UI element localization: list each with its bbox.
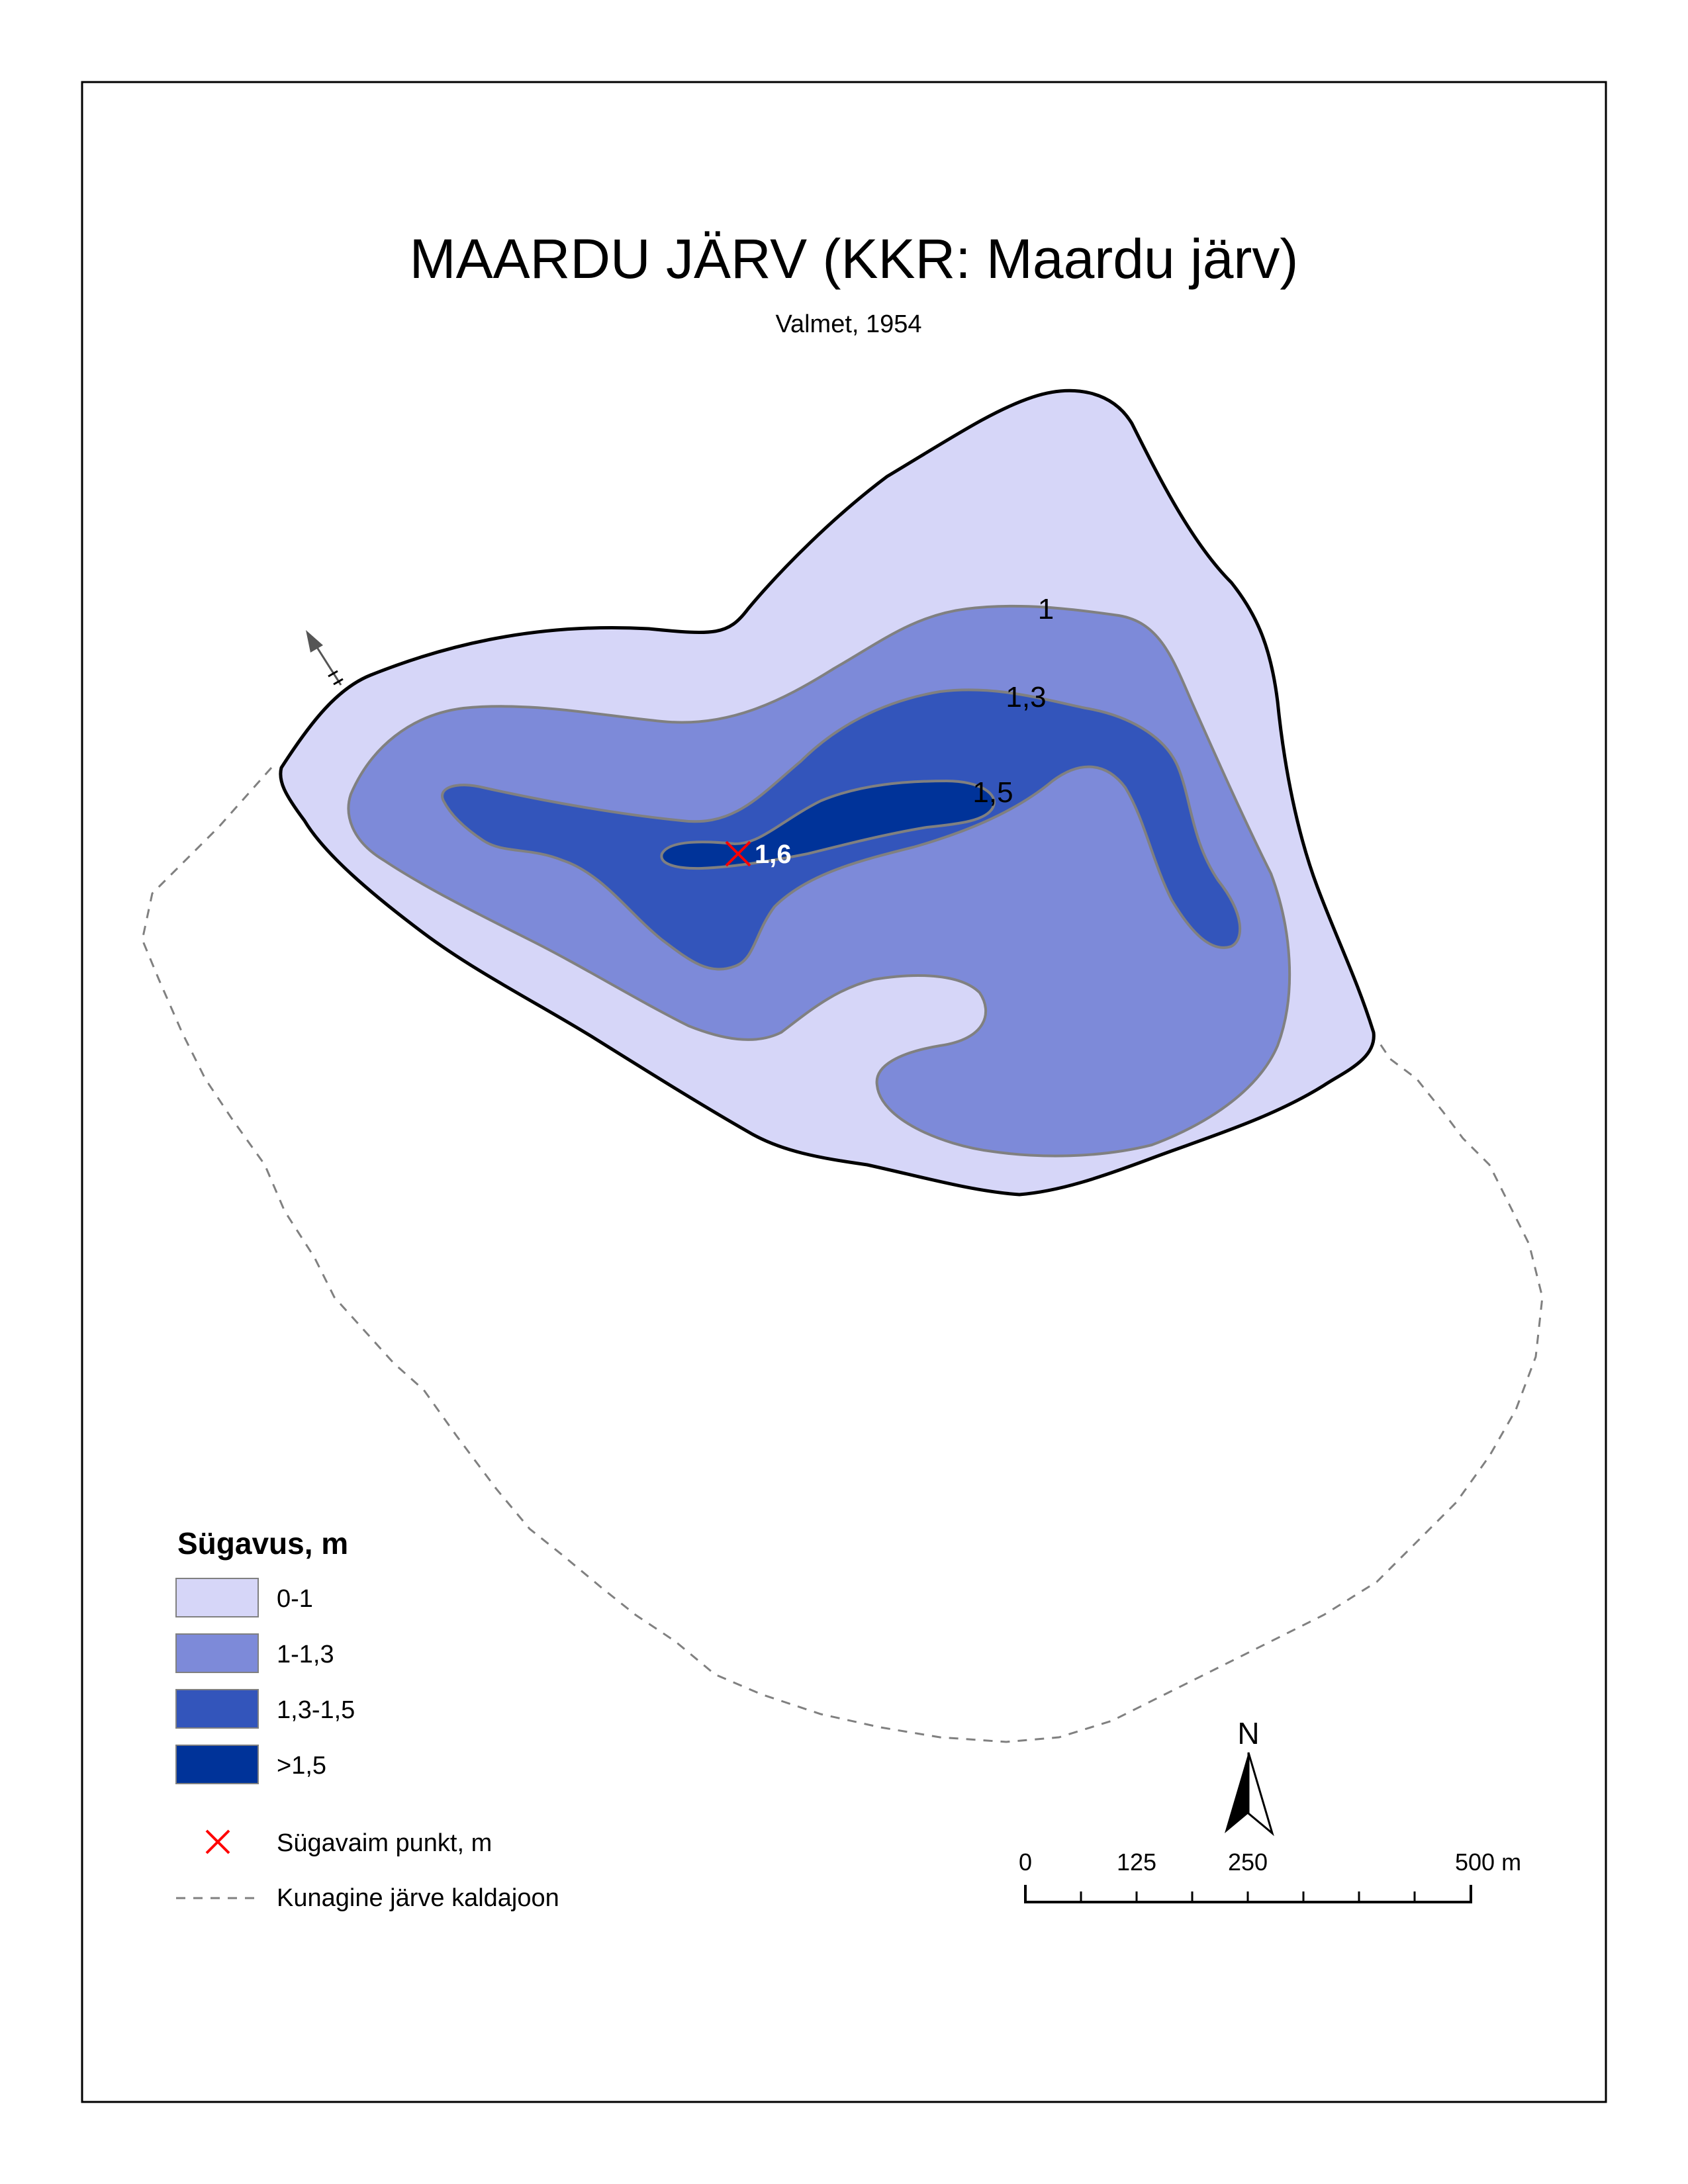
- legend-swatch-0-1: [175, 1578, 259, 1617]
- legend-label-gt-1-5: >1,5: [277, 1752, 326, 1780]
- scale-tick-125: 125: [1117, 1848, 1156, 1876]
- map-subtitle: Valmet, 1954: [775, 310, 921, 338]
- legend-swatch-1-1-3: [175, 1633, 259, 1673]
- north-arrow-icon: N: [1225, 1716, 1274, 1837]
- legend: Sügavus, m 0-1 1-1,3 1,3-1,5 >1,5 Sügava…: [175, 1526, 559, 1912]
- scale-bar: 0 125 250 500 m: [1019, 1848, 1521, 1903]
- legend-title: Sügavus, m: [177, 1526, 348, 1561]
- legend-deepest-icon: [205, 1829, 230, 1854]
- scale-tick-0: 0: [1019, 1848, 1032, 1876]
- contour-label-1: 1: [1038, 593, 1054, 625]
- legend-swatch-gt-1-5: [175, 1745, 259, 1784]
- contour-label-1-5: 1,5: [972, 776, 1013, 809]
- legend-label-0-1: 0-1: [277, 1585, 313, 1613]
- deepest-point-marker: [725, 841, 751, 867]
- scale-tick-250: 250: [1228, 1848, 1268, 1876]
- contour-label-1-3: 1,3: [1006, 681, 1046, 713]
- map-title: MAARDU JÄRV (KKR: Maardu järv): [410, 228, 1299, 290]
- former-shoreline: [141, 767, 1544, 1743]
- north-arrow-label: N: [1237, 1716, 1259, 1751]
- legend-swatch-1-3-1-5: [175, 1689, 259, 1729]
- legend-label-1-3-1-5: 1,3-1,5: [277, 1696, 355, 1724]
- legend-deepest-label: Sügavaim punkt, m: [277, 1829, 492, 1857]
- legend-former-shoreline-label: Kunagine järve kaldajoon: [277, 1884, 559, 1912]
- scale-tick-500: 500 m: [1455, 1848, 1521, 1876]
- outflow-arrow-icon: [306, 630, 344, 686]
- legend-label-1-1-3: 1-1,3: [277, 1641, 334, 1668]
- deepest-point-label: 1,6: [755, 840, 792, 869]
